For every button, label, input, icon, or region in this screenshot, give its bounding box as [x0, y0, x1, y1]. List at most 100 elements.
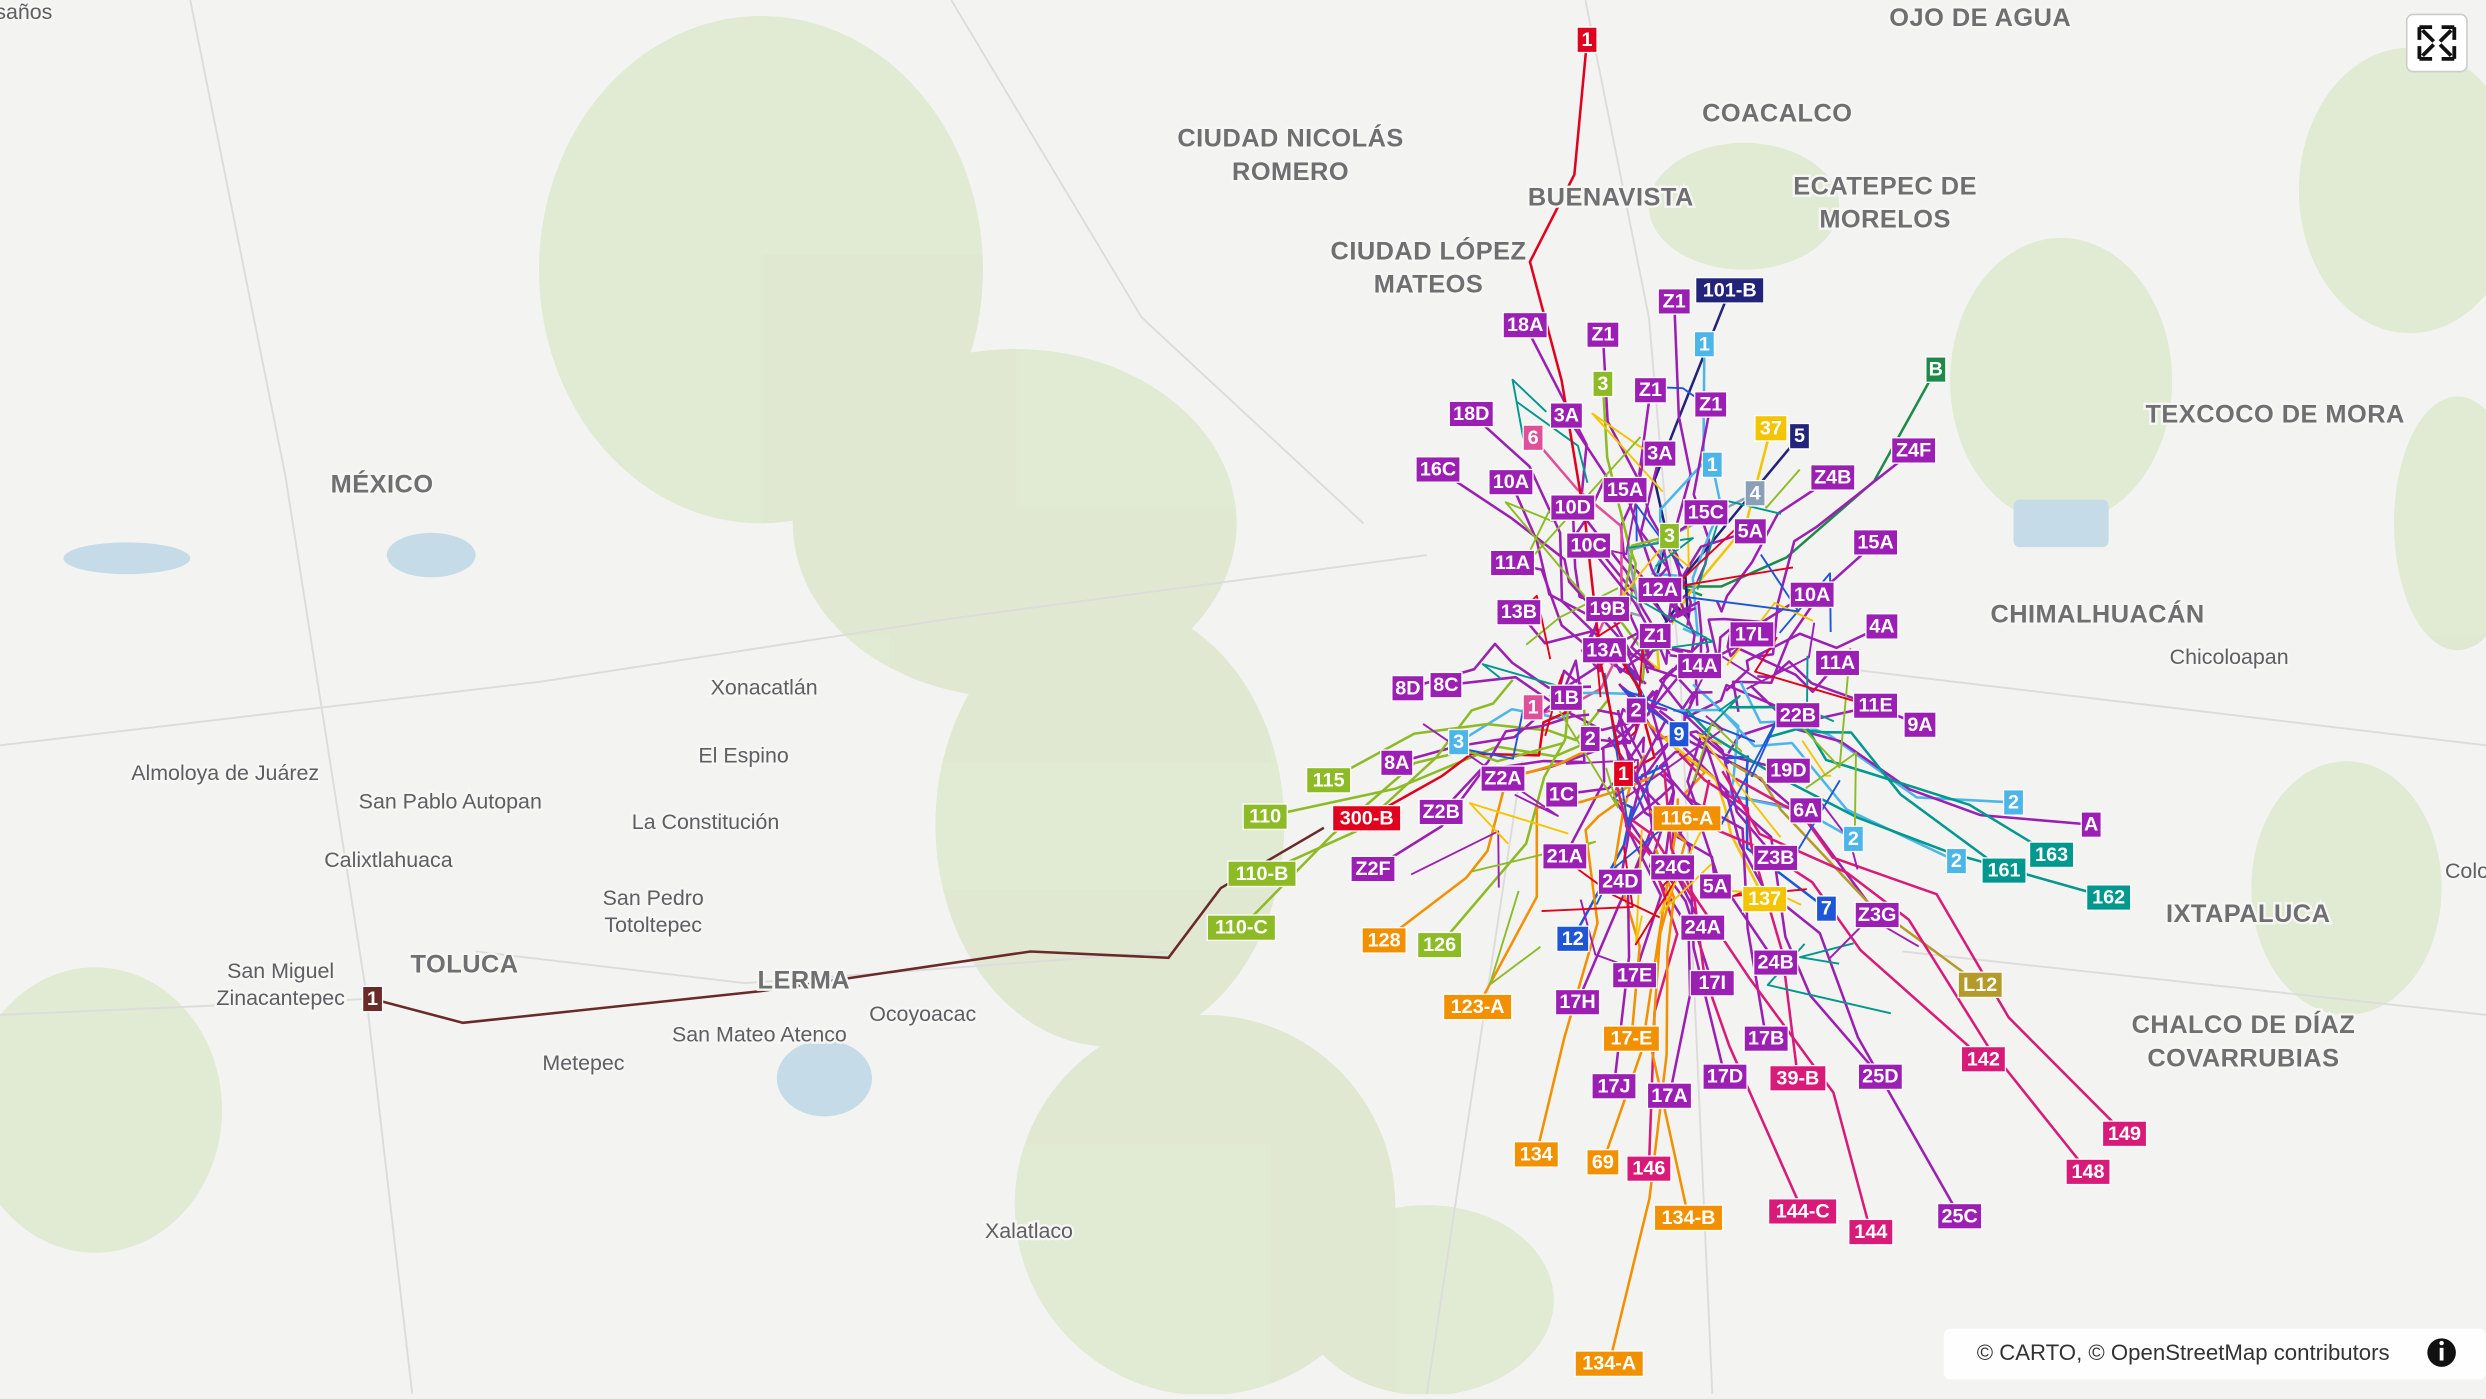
- route-badge-box: [1522, 693, 1544, 721]
- fullscreen-button[interactable]: [2405, 13, 2468, 73]
- route-badge: 11A: [1814, 649, 1861, 677]
- route-badge: 300-B: [1331, 804, 1402, 832]
- route-badge-label: 3: [1664, 525, 1675, 547]
- route-badge-label: Z1: [1663, 290, 1686, 312]
- route-badge: Z3B: [1753, 844, 1799, 872]
- route-badge-box: [1789, 581, 1835, 609]
- route-badge: A: [2080, 811, 2102, 838]
- route-badge-box: [1581, 636, 1628, 664]
- route-badge: B: [1925, 356, 1947, 383]
- place-label-line: CHALCO DE DÍAZ: [2132, 1010, 2356, 1039]
- route-badge-box: [2101, 1120, 2148, 1148]
- place-label: BUENAVISTA: [1528, 183, 1694, 211]
- place-label: TOLUCA: [411, 950, 519, 978]
- route-badge: 1: [361, 985, 384, 1013]
- route-badge: 10A: [1789, 581, 1835, 609]
- route-badge-label: 17-E: [1611, 1028, 1653, 1050]
- route-badge-box: [1597, 868, 1644, 896]
- route-badge-label: 11A: [1820, 652, 1855, 674]
- route-badge-box: [1637, 576, 1683, 604]
- place-label: COACALCO: [1702, 99, 1852, 127]
- route-badge-box: [1626, 1155, 1672, 1182]
- route-badge-box: [1658, 522, 1681, 550]
- route-badge-label: Z2B: [1422, 801, 1459, 823]
- place-label-line: MÉXICO: [331, 469, 434, 498]
- route-badge-box: [1643, 440, 1677, 467]
- route-line: [1805, 752, 1857, 850]
- route-badge-box: [1361, 927, 1407, 954]
- route-badge-label: 11A: [1495, 552, 1530, 574]
- route-line: [1532, 436, 1623, 664]
- place-label-line: CHIMALHUACÁN: [1990, 599, 2204, 628]
- route-badge: Z1: [1638, 622, 1672, 650]
- route-badge: 134-A: [1574, 1350, 1644, 1378]
- route-badge: 22B: [1775, 701, 1821, 729]
- route-badge: 149: [2101, 1120, 2148, 1148]
- route-badge: 11E: [1852, 692, 1899, 720]
- route-badge-label: 134: [1520, 1143, 1553, 1165]
- route-badge-label: 161: [1988, 860, 2021, 882]
- route-badge: Z1: [1586, 321, 1620, 349]
- route-badge-box: [1448, 400, 1494, 428]
- route-badge: 3A: [1643, 440, 1677, 467]
- place-label-line: COACALCO: [1702, 99, 1852, 127]
- route-line: [1677, 368, 1937, 597]
- route-badge-box: [1502, 311, 1548, 339]
- town-label: La Constitución: [632, 810, 779, 834]
- town-label-line: Totoltepec: [604, 913, 702, 937]
- route-line: [1685, 554, 1800, 613]
- place-label-line: TEXCOCO DE MORA: [2145, 400, 2404, 428]
- info-button[interactable]: [2427, 1338, 2456, 1367]
- route-badge-box: [1689, 969, 1735, 997]
- route-badge: Z2A: [1480, 765, 1526, 792]
- route-badge-box: [2085, 884, 2132, 911]
- route-badge: 2: [2002, 789, 2025, 816]
- route-badge-box: [1227, 860, 1297, 888]
- route-badge: 2: [1579, 725, 1601, 753]
- town-label-line: San Miguel: [227, 959, 334, 983]
- route-line: [1669, 511, 1690, 568]
- route-badge-box: [1592, 370, 1614, 398]
- route-badge: 11A: [1489, 549, 1536, 577]
- route-badge-label: 8C: [1433, 674, 1458, 696]
- town-label-line: San Pedro: [603, 886, 704, 910]
- town-label-line: Metepec: [542, 1051, 624, 1075]
- town-label: Calixtlahuaca: [324, 848, 453, 872]
- route-badge-label: 24B: [1758, 952, 1794, 974]
- route-badge: 148: [2065, 1158, 2111, 1186]
- route-badge-label: 17A: [1651, 1085, 1687, 1107]
- route-line: [1623, 489, 1703, 671]
- route-badge-box: [1391, 674, 1425, 702]
- route-badge: 19B: [1584, 595, 1631, 623]
- town-label: Colo: [2445, 859, 2486, 883]
- route-badge-box: [2065, 1158, 2111, 1186]
- route-badge-label: 1B: [1554, 687, 1579, 709]
- route-badge: 9: [1668, 720, 1690, 748]
- town-label: San Mateo Atenco: [672, 1022, 847, 1046]
- route-badge: Z4F: [1890, 437, 1937, 464]
- route-badge-box: [1549, 402, 1584, 429]
- route-badge-box: [1857, 1063, 1904, 1091]
- route-badge: 110-C: [1206, 914, 1277, 942]
- route-line: [1548, 694, 1619, 809]
- route-badge-label: Z4F: [1896, 439, 1931, 461]
- route-badge: 17-E: [1602, 1025, 1661, 1052]
- route-badge: 1B: [1549, 684, 1584, 712]
- route-line: [1799, 942, 1854, 965]
- route-badge-label: 110-B: [1236, 863, 1289, 885]
- route-badge-box: [1612, 760, 1635, 788]
- route-badge-box: [1586, 321, 1620, 349]
- route-badge: 25C: [1936, 1202, 1983, 1230]
- route-badge-box: [1925, 356, 1947, 383]
- place-label: IXTAPALUCA: [2166, 900, 2330, 928]
- route-badge: 134: [1513, 1141, 1559, 1168]
- route-badge-box: [1549, 684, 1584, 712]
- route-badge: Z1: [1657, 288, 1691, 315]
- route-badge-box: [1646, 1082, 1693, 1110]
- route-line: [1541, 845, 1634, 912]
- route-badge-box: [361, 985, 384, 1013]
- route-badge: 69: [1586, 1149, 1620, 1176]
- route-badge-box: [1981, 857, 2027, 884]
